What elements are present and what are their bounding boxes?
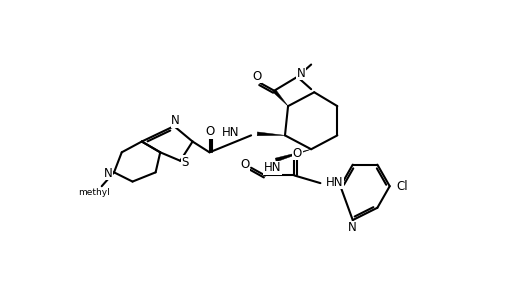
Text: HN: HN <box>264 161 281 174</box>
Text: S: S <box>181 156 189 169</box>
Polygon shape <box>257 132 285 136</box>
Text: N: N <box>103 167 112 180</box>
Text: O: O <box>253 70 262 83</box>
Text: N: N <box>171 114 180 127</box>
Text: N: N <box>171 114 180 127</box>
Text: O: O <box>240 158 250 171</box>
Text: Cl: Cl <box>396 180 408 193</box>
Text: HN: HN <box>326 176 343 189</box>
Text: HN: HN <box>264 161 281 174</box>
Text: S: S <box>181 156 189 169</box>
Text: N: N <box>348 221 357 234</box>
Text: HN: HN <box>222 126 240 139</box>
Text: O: O <box>240 158 250 171</box>
Polygon shape <box>275 149 311 162</box>
Text: N: N <box>103 167 112 180</box>
Polygon shape <box>273 89 288 106</box>
Text: O: O <box>293 147 302 160</box>
Text: Cl: Cl <box>396 180 408 193</box>
Text: HN: HN <box>222 126 240 139</box>
Text: N: N <box>103 167 112 180</box>
Text: N: N <box>348 221 357 234</box>
Text: O: O <box>205 125 214 138</box>
Text: O: O <box>253 70 262 83</box>
Text: N: N <box>297 66 306 79</box>
Text: O: O <box>293 147 302 160</box>
Text: methyl: methyl <box>78 188 110 197</box>
Text: O: O <box>205 125 214 138</box>
Text: HN: HN <box>326 176 343 189</box>
Text: N: N <box>297 66 306 79</box>
